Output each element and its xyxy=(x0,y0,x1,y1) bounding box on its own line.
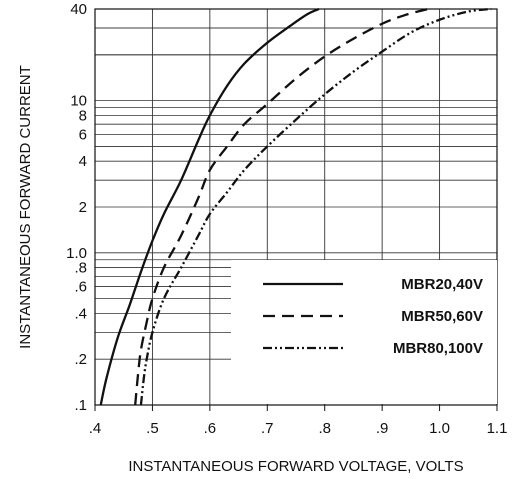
y-tick-label: 1.0 xyxy=(66,245,87,262)
y-tick-label: .1 xyxy=(74,397,87,414)
y-tick-label: 4 xyxy=(79,153,87,170)
x-tick-label: 1.0 xyxy=(429,420,450,437)
y-tick-label: 8 xyxy=(79,107,87,124)
x-tick-label: .5 xyxy=(146,420,159,437)
series-lines xyxy=(99,7,492,406)
y-tick-label: 2 xyxy=(79,199,87,216)
x-tick-label: .6 xyxy=(204,420,217,437)
legend: MBR20,40V MBR50,60V MBR80,100V xyxy=(231,260,497,404)
y-tick-label: 10 xyxy=(70,93,87,110)
y-tick-label: .8 xyxy=(74,260,87,277)
x-tick-labels: .4 .5 .6 .7 .8 .9 1.0 1.1 xyxy=(89,420,508,437)
series-line-1 xyxy=(99,7,320,406)
y-axis-label: INSTANTANEOUS FORWARD CURRENT xyxy=(17,65,34,349)
x-tick-label: .8 xyxy=(318,420,331,437)
y-tick-label: .2 xyxy=(74,351,87,368)
y-tick-label: .4 xyxy=(74,305,87,322)
y-tick-label: 40 xyxy=(70,1,87,18)
x-tick-label: 1.1 xyxy=(487,420,508,437)
series-line-2 xyxy=(134,7,429,406)
x-axis-label: INSTANTANEOUS FORWARD VOLTAGE, VOLTS xyxy=(128,458,463,475)
legend-label-2: MBR50,60V xyxy=(401,308,483,325)
y-tick-label: 6 xyxy=(79,126,87,143)
series-line-3 xyxy=(139,7,492,406)
plot-frame xyxy=(94,8,498,406)
legend-label-1: MBR20,40V xyxy=(401,276,483,293)
y-tick-label: .6 xyxy=(74,279,87,296)
x-tick-label: .9 xyxy=(376,420,389,437)
legend-label-3: MBR80,100V xyxy=(393,340,483,357)
y-tick-labels: .1 .2 .4 .6 .81.0 2 4 6 810 40 xyxy=(66,1,87,414)
x-tick-label: .7 xyxy=(261,420,274,437)
x-tick-label: .4 xyxy=(89,420,102,437)
